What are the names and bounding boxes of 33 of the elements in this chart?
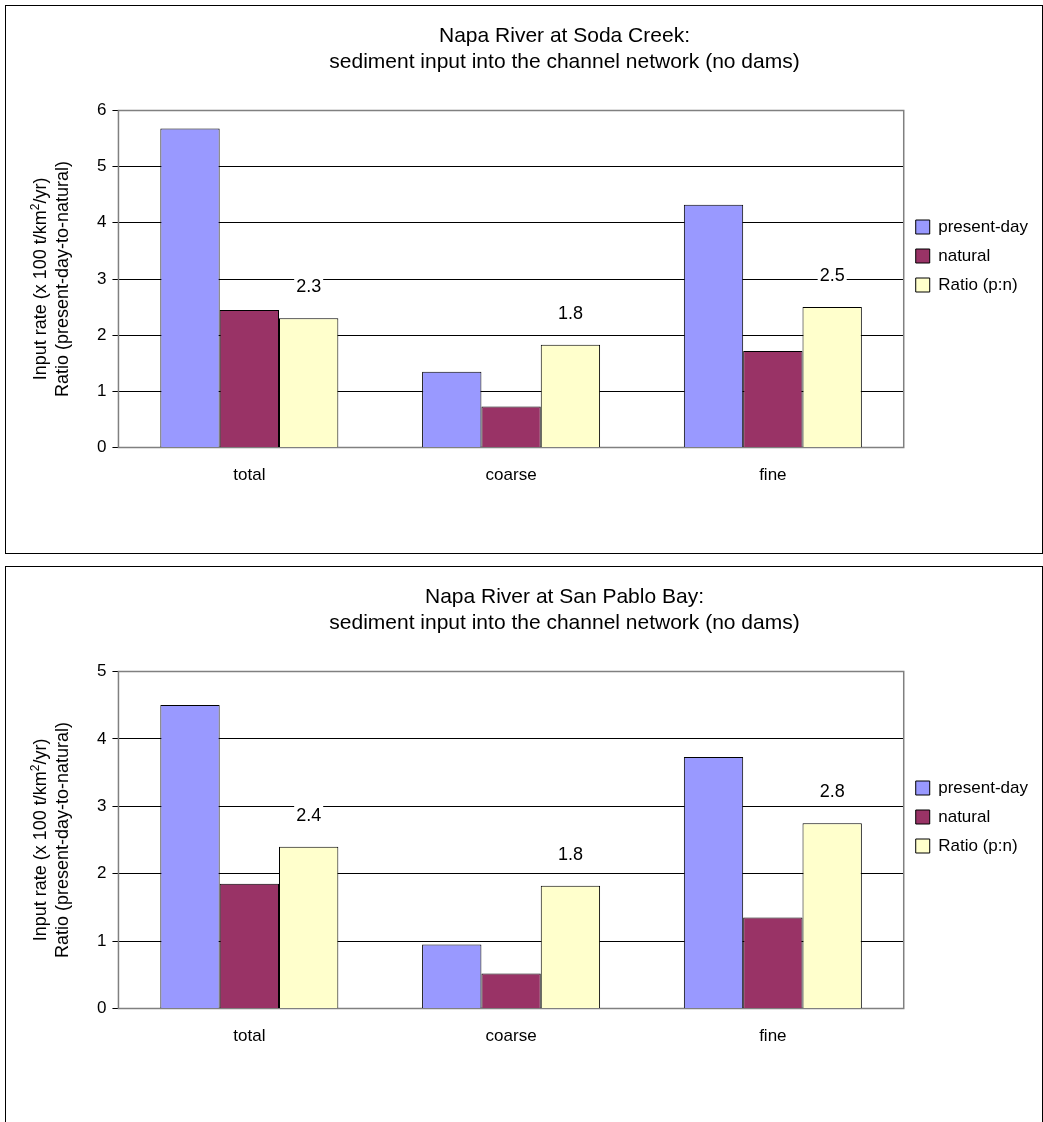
chart-title: Napa River at San Pablo Bay: sediment input into the channel network (no dams) — [329, 584, 800, 633]
legend-label: natural — [938, 245, 991, 265]
y-tick-label: 2 — [96, 324, 107, 344]
x-tick-label: fine — [759, 1026, 787, 1046]
legend-label: present-day — [938, 216, 1029, 236]
legend-label: natural — [938, 806, 991, 826]
chart-title: Napa River at Soda Creek: sediment input into the channel network (no dams) — [329, 23, 800, 72]
y-tick-label: 2 — [96, 863, 107, 883]
legend-label: Ratio (p:n) — [938, 274, 1018, 294]
y-tick-label: 4 — [96, 728, 107, 748]
y-tick-label: 0 — [96, 437, 107, 457]
x-tick-label: coarse — [485, 1026, 537, 1046]
y-tick-label: 3 — [96, 795, 107, 815]
legend-label: present-day — [938, 777, 1029, 797]
x-tick-label: fine — [759, 465, 787, 485]
y-tick-label: 6 — [96, 100, 107, 120]
x-tick-label: total — [233, 465, 266, 485]
y-tick-label: 5 — [96, 156, 107, 176]
data-label: 1.8 — [557, 843, 583, 864]
data-label: 2.8 — [819, 781, 845, 802]
y-tick-label: 1 — [96, 381, 107, 401]
data-label: 1.8 — [557, 302, 583, 323]
y-tick-label: 5 — [96, 661, 107, 681]
x-tick-label: coarse — [485, 465, 537, 485]
y-tick-label: 4 — [96, 212, 107, 232]
x-tick-label: total — [233, 1026, 266, 1046]
y-tick-label: 3 — [96, 268, 107, 288]
y-tick-label: 0 — [96, 998, 107, 1018]
legend-label: Ratio (p:n) — [938, 835, 1018, 855]
y-tick-label: 1 — [96, 930, 107, 950]
data-label: 2.4 — [296, 804, 322, 825]
data-label: 2.3 — [296, 276, 322, 297]
data-label: 2.5 — [819, 265, 845, 286]
